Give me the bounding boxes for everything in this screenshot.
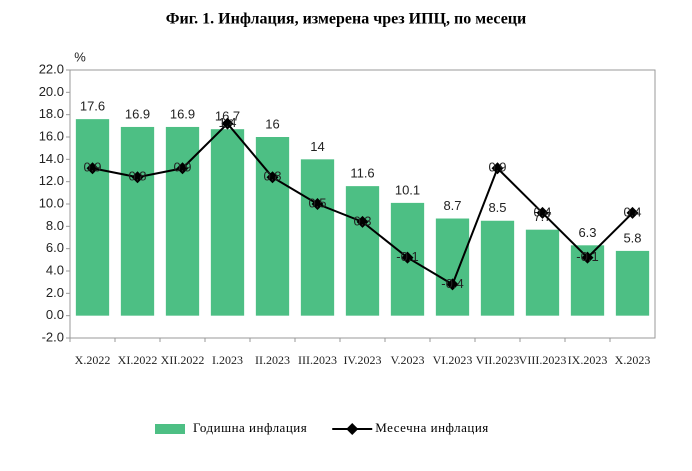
line-value-label: 1.4 — [218, 115, 236, 130]
line-value-label: -0.1 — [576, 249, 598, 264]
bar-value-label: 8.5 — [488, 200, 506, 215]
legend-swatch — [155, 424, 185, 434]
bar — [615, 250, 650, 316]
bar — [165, 126, 200, 316]
y-tick-label: 2.0 — [46, 285, 64, 300]
line-value-label: 0.9 — [173, 160, 191, 175]
y-tick-label: 10.0 — [39, 195, 64, 210]
y-tick-label: -2.0 — [42, 329, 64, 344]
y-tick-label: 14.0 — [39, 151, 64, 166]
bar — [300, 159, 335, 316]
line-value-label: 0.3 — [353, 213, 371, 228]
line-marker — [356, 215, 369, 228]
y-tick-label: 6.0 — [46, 240, 64, 255]
bar — [480, 220, 515, 316]
line-value-label: -0.1 — [396, 249, 418, 264]
y-tick-label: 4.0 — [46, 262, 64, 277]
bar — [525, 229, 560, 316]
bar — [435, 218, 470, 316]
x-tick-label: IX.2023 — [568, 353, 608, 367]
bar — [120, 126, 155, 316]
line-value-label: 0.4 — [533, 204, 551, 219]
x-tick-label: X.2023 — [615, 353, 651, 367]
line-marker — [221, 117, 234, 130]
x-tick-label: VIII.2023 — [519, 353, 567, 367]
x-tick-label: III.2023 — [298, 353, 337, 367]
bar-value-label: 11.6 — [350, 166, 374, 181]
x-tick-label: II.2023 — [255, 353, 290, 367]
y-tick-label: 8.0 — [46, 218, 64, 233]
line-marker — [176, 162, 189, 175]
y-tick-label: 0.0 — [46, 307, 64, 322]
y-tick-label: 22.0 — [39, 61, 64, 76]
line-value-label: 0.4 — [623, 204, 641, 219]
line-marker — [626, 206, 639, 219]
x-tick-label: IV.2023 — [343, 353, 381, 367]
x-tick-label: I.2023 — [212, 353, 243, 367]
line-value-label: 0.9 — [83, 160, 101, 175]
line-marker — [131, 171, 144, 184]
line-value-label: -0.4 — [441, 276, 463, 291]
bar-value-label: 16.9 — [170, 106, 195, 121]
y-tick-label: 16.0 — [39, 128, 64, 143]
bar-value-label: 16.9 — [125, 106, 150, 121]
line-value-label: 0.5 — [308, 195, 326, 210]
bar-value-label: 8.7 — [443, 198, 461, 213]
bar-value-label: 10.1 — [395, 182, 420, 197]
bar — [345, 186, 380, 316]
line-marker — [86, 162, 99, 175]
y-tick-label: 12.0 — [39, 173, 64, 188]
line-marker — [266, 171, 279, 184]
x-tick-label: VII.2023 — [476, 353, 520, 367]
bar-value-label: 16 — [265, 116, 279, 131]
line-marker — [401, 251, 414, 264]
y-tick-label: 18.0 — [39, 106, 64, 121]
line-marker — [311, 198, 324, 210]
x-tick-label: XI.2022 — [118, 353, 158, 367]
bar — [75, 119, 110, 316]
x-tick-label: X.2022 — [75, 353, 111, 367]
bar-value-label: 6.3 — [578, 225, 596, 240]
bar — [210, 129, 245, 316]
bar — [255, 137, 290, 316]
line-marker — [491, 162, 504, 175]
line-marker — [581, 251, 594, 264]
bar-value-label: 14 — [310, 139, 324, 154]
legend-label: Месечна инфлация — [375, 420, 489, 435]
line-value-label: 0.9 — [488, 160, 506, 175]
y-tick-label: 20.0 — [39, 84, 64, 99]
x-tick-label: XII.2022 — [161, 353, 205, 367]
bar-value-label: 17.6 — [80, 99, 105, 114]
legend-label: Годишна инфлация — [193, 420, 307, 435]
x-tick-label: VI.2023 — [433, 353, 473, 367]
chart-title: Фиг. 1. Инфлация, измерена чрез ИПЦ, по … — [166, 11, 527, 28]
legend-marker — [346, 423, 359, 435]
y-axis-label: % — [74, 49, 86, 64]
line-marker — [536, 206, 549, 219]
line-value-label: 0.8 — [128, 169, 146, 184]
bar-value-label: 5.8 — [623, 230, 641, 245]
x-tick-label: V.2023 — [390, 353, 424, 367]
line-marker — [446, 278, 459, 291]
line-value-label: 0.8 — [263, 169, 281, 184]
bar-value-label: 16.7 — [215, 109, 240, 124]
